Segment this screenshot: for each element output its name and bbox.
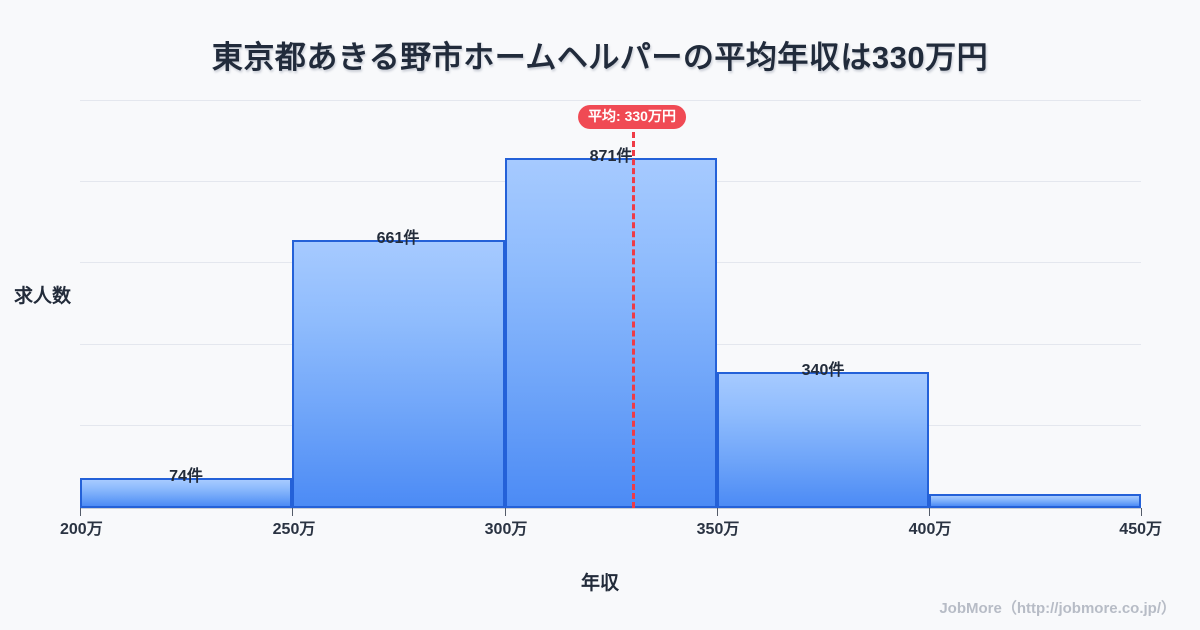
x-tick-label: 450万 [1119,521,1162,538]
x-tick-label: 250万 [272,521,316,538]
bar-value-label: 661件 [376,230,420,247]
x-tick-label: 200万 [60,521,103,538]
gridline [80,100,1141,101]
x-tickmark [80,508,81,516]
bar-value-label: 340件 [801,362,845,379]
x-axis-title: 年収 [580,573,619,594]
bar-value-label: 74件 [169,468,203,485]
x-tickmark [717,508,718,516]
average-line [632,132,635,508]
histogram-bar[interactable] [717,372,929,508]
y-axis-title: 求人数 [14,286,72,307]
average-badge: 平均: 330万円 [578,105,686,130]
bar-value-label: 871件 [589,148,633,165]
x-tickmark [1141,508,1142,516]
watermark-credit: JobMore（http://jobmore.co.jp/） [939,600,1176,617]
x-tickmark [929,508,930,516]
axis-baseline [80,508,1141,509]
histogram-bar[interactable] [505,158,717,508]
histogram-bar[interactable] [292,240,505,508]
x-tick-label: 400万 [908,521,952,538]
histogram-bar[interactable] [80,478,292,508]
x-tick-label: 350万 [696,521,740,538]
x-tickmark [292,508,293,516]
histogram-bar[interactable] [929,494,1141,508]
plot-area [80,100,1141,509]
chart-title: 東京都あきる野市ホームヘルパーの平均年収は330万円 [211,40,989,75]
x-tickmark [505,508,506,516]
x-tick-label: 300万 [484,521,528,538]
